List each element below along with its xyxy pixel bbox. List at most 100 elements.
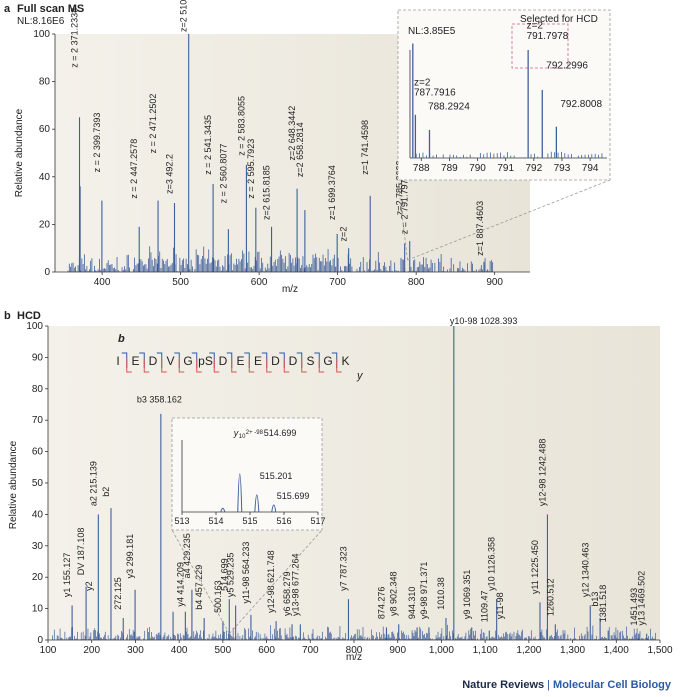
y-tick-label: 100: [33, 29, 50, 40]
panel-b-inset-frame: [171, 417, 323, 531]
peak-annotation: z=1 887.4603: [475, 201, 485, 256]
peak-annotation: 500.163: [213, 580, 223, 613]
peak-annotation: y11 1225.450: [530, 540, 540, 594]
peak-annotation: 272.125: [113, 577, 123, 610]
panel-a-title: Full scan MS: [17, 3, 84, 15]
sequence-residue: G: [183, 354, 192, 368]
inset-x-tick-label: 513: [174, 516, 189, 526]
y-fragment-marker: [248, 359, 255, 373]
y-tick-label: 30: [32, 541, 44, 552]
x-tick-label: 100: [40, 645, 57, 656]
panel-b-y-label: Relative abundance: [8, 440, 19, 529]
panel-b-x-label: m/z: [346, 652, 362, 663]
inset-x-tick-label: 788: [413, 163, 430, 174]
selected-precursor-box: [511, 23, 569, 69]
inset-b-peak-label: y: [233, 428, 239, 438]
peak-annotation: y9 1069.351: [462, 570, 472, 620]
x-tick-label: 600: [251, 277, 268, 288]
y-tick-label: 10: [32, 604, 44, 615]
peak-annotation: 944.310: [407, 587, 417, 620]
y-tick-label: 40: [39, 172, 51, 183]
panel-b-letter: b: [4, 310, 11, 322]
peak-annotation: z=3 492.2: [164, 154, 174, 194]
inset-b-peak-label: 514.699: [264, 428, 297, 438]
x-tick-label: 700: [329, 277, 346, 288]
panel-a-x-label: m/z: [282, 284, 298, 295]
x-tick-label: 800: [346, 645, 363, 656]
peak-annotation: z = 2 399.7393: [92, 113, 102, 173]
y-tick-label: 20: [39, 219, 51, 230]
peak-annotation: a4 429.235: [182, 533, 192, 578]
peak-annotation: a2 215.139: [88, 461, 98, 506]
inset-b-peak-label: 515.699: [277, 491, 310, 501]
y-fragment-marker: [213, 359, 220, 373]
inset-peak-label: z=2: [527, 20, 544, 31]
peak-annotation: y3 299.181: [125, 534, 135, 579]
inset-a-peaks: [412, 43, 558, 158]
y-tick-label: 40: [32, 509, 44, 520]
peak-annotation: z = 2 541.3435: [203, 115, 213, 175]
journal-credit: Nature Reviews | Molecular Cell Biology: [462, 679, 671, 691]
peak-annotation: b13: [590, 592, 600, 607]
peak-annotation: y10 1126.358: [487, 537, 497, 591]
peak-annotation: z = 2 371.2338: [69, 8, 79, 68]
inset-b-peak-label: 10: [239, 434, 246, 440]
y-fragment-marker: [161, 359, 167, 373]
peak-annotation: z=2 658.2814: [295, 122, 305, 177]
x-tick-label: 500: [215, 645, 232, 656]
sequence-residue: D: [149, 354, 158, 368]
peak-annotation: 1010.38: [436, 577, 446, 610]
y-tick-label: 60: [39, 124, 51, 135]
peak-annotation: z=2 648.3442: [287, 106, 297, 161]
y-tick-label: 80: [39, 77, 51, 88]
sequence-residue: K: [341, 354, 349, 368]
y-tick-label: 60: [32, 447, 44, 458]
panel-b-background: [48, 326, 660, 640]
peak-annotation: DV 187.108: [76, 528, 86, 576]
panel-a-y-label: Relative abundance: [14, 108, 25, 197]
inset-a-noise: [412, 151, 603, 158]
inset-x-tick-label: 789: [441, 163, 458, 174]
panel-a-peaks: [78, 34, 486, 272]
inset-b-peak-label: 2+ -98: [246, 430, 264, 436]
x-tick-label: 200: [83, 645, 100, 656]
peak-annotation: z=2: [339, 227, 349, 242]
peak-annotation: y4 414.209: [175, 562, 185, 607]
zoom-connector: [228, 529, 323, 634]
peak-annotation: z=2 785.3600: [395, 160, 405, 215]
y-fragment-marker: [178, 359, 185, 373]
peak-annotation: 874.276: [376, 587, 386, 620]
peak-annotation: z=1 699.3764: [327, 165, 337, 220]
peak-annotation: 1451.493: [629, 588, 639, 626]
sequence-residue: I: [116, 354, 119, 368]
x-tick-label: 600: [258, 645, 275, 656]
peak-annotation: y12 1340.463: [580, 543, 590, 598]
peak-annotation: y9-98 971.371: [419, 562, 429, 620]
x-tick-label: 1,500: [647, 645, 672, 656]
x-tick-label: 900: [486, 277, 503, 288]
publisher-name: Nature Reviews: [462, 679, 545, 691]
inset-b-peak: [254, 494, 260, 513]
peak-annotation: y1 155.127: [62, 553, 72, 598]
credit-separator: |: [547, 679, 551, 691]
inset-b-peak: [220, 507, 226, 513]
peak-annotation: y2: [84, 581, 94, 591]
peak-annotation: 1260.512: [545, 578, 555, 616]
sequence-residue: D: [219, 354, 228, 368]
peak-annotation: y8 902.348: [389, 571, 399, 616]
inset-b-peak: [237, 473, 243, 513]
inset-b-peak-label: 515.201: [260, 471, 293, 481]
y-fragment-marker: [143, 359, 150, 373]
peak-annotation: b4 457.229: [194, 565, 204, 610]
peak-annotation: z = 2 447.2578: [129, 139, 139, 199]
peak-annotation: b3 358.162: [137, 395, 182, 405]
x-tick-label: 400: [171, 645, 188, 656]
zoom-connector: [397, 179, 408, 261]
sequence-residue: E: [254, 354, 262, 368]
peak-annotation: z=1 741.4598: [360, 120, 370, 175]
peak-annotation: y13 1469.502: [637, 571, 647, 626]
sequence-residue: pS: [198, 354, 213, 368]
panel-b-peaks: [71, 326, 648, 640]
inset-x-tick-label: 794: [582, 163, 599, 174]
